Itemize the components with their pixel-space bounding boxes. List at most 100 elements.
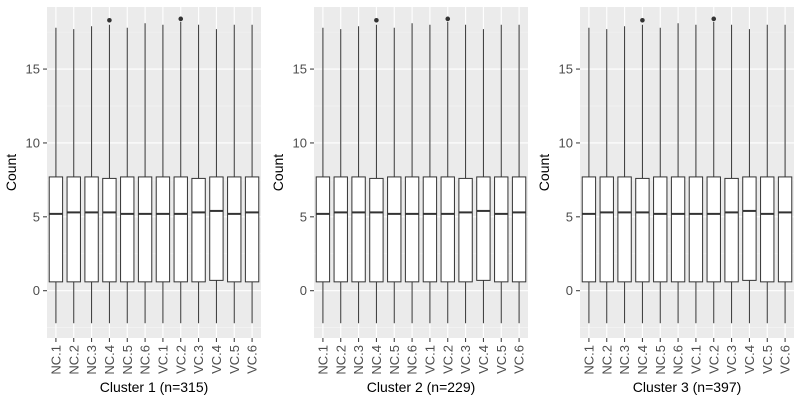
x-tick-label: NC.1 <box>581 345 596 375</box>
x-tick-label: VC.6 <box>778 345 793 374</box>
outlier-point <box>640 18 645 23</box>
box-iqr <box>316 177 329 282</box>
box-iqr <box>495 177 508 282</box>
x-tick-label: VC.2 <box>440 345 455 374</box>
x-tick-label: NC.3 <box>351 345 366 375</box>
x-tick-label: NC.2 <box>333 345 348 375</box>
x-tick-label: VC.4 <box>209 345 224 374</box>
box-iqr <box>689 177 702 282</box>
box-iqr <box>388 177 401 282</box>
box-iqr <box>512 177 525 282</box>
box-iqr <box>654 177 667 282</box>
x-tick-label: NC.2 <box>599 345 614 375</box>
outlier-point <box>374 18 379 23</box>
y-tick-label: 0 <box>566 283 573 298</box>
x-tick-label: VC.3 <box>191 345 206 374</box>
x-tick-label: VC.4 <box>742 345 757 374</box>
box-iqr <box>370 178 383 281</box>
y-tick-label: 15 <box>293 62 307 77</box>
y-axis-title: Count <box>270 154 286 191</box>
y-axis-title: Count <box>536 154 552 191</box>
x-tick-label: NC.5 <box>653 345 668 375</box>
x-tick-label: NC.6 <box>405 345 420 375</box>
x-tick-label: NC.3 <box>84 345 99 375</box>
x-axis-title: Cluster 1 (n=315) <box>100 379 209 395</box>
box-iqr <box>334 177 347 282</box>
x-tick-label: NC.1 <box>48 345 63 375</box>
x-tick-label: VC.6 <box>245 345 260 374</box>
box-iqr <box>743 177 756 280</box>
box-iqr <box>67 177 80 282</box>
x-tick-label: NC.1 <box>315 345 330 375</box>
panel-background <box>314 7 528 338</box>
y-tick-label: 15 <box>26 62 40 77</box>
box-iqr <box>582 177 595 282</box>
x-tick-label: NC.4 <box>102 345 117 375</box>
x-tick-label: NC.5 <box>387 345 402 375</box>
box-iqr <box>228 177 241 282</box>
y-tick-label: 10 <box>26 135 40 150</box>
y-tick-label: 5 <box>566 209 573 224</box>
box-iqr <box>405 177 418 282</box>
x-tick-label: VC.1 <box>422 345 437 374</box>
y-tick-label: 15 <box>559 62 573 77</box>
y-tick-label: 0 <box>300 283 307 298</box>
x-tick-label: NC.3 <box>617 345 632 375</box>
x-tick-label: VC.3 <box>724 345 739 374</box>
x-tick-label: VC.3 <box>458 345 473 374</box>
box-iqr <box>761 177 774 282</box>
x-tick-label: VC.2 <box>706 345 721 374</box>
panel-1: 051015NC.1 NC.2 NC.3 NC.4 NC.5 NC.6 VC.1 VC.2 VC… <box>3 7 261 395</box>
box-iqr <box>671 177 684 282</box>
y-tick-label: 5 <box>33 209 40 224</box>
box-iqr <box>707 177 720 282</box>
box-iqr <box>778 177 791 282</box>
box-iqr <box>636 178 649 281</box>
panel-background <box>580 7 794 338</box>
x-tick-label: VC.5 <box>760 345 775 374</box>
y-tick-label: 10 <box>293 135 307 150</box>
x-axis-title: Cluster 3 (n=397) <box>633 379 742 395</box>
box-iqr <box>49 177 62 282</box>
x-tick-label: NC.2 <box>66 345 81 375</box>
box-iqr <box>600 177 613 282</box>
box-iqr <box>85 177 98 282</box>
x-tick-label: VC.1 <box>155 345 170 374</box>
panel-background <box>47 7 261 338</box>
x-tick-label: VC.1 <box>688 345 703 374</box>
x-tick-label: VC.5 <box>494 345 509 374</box>
y-tick-label: 10 <box>559 135 573 150</box>
x-axis-title: Cluster 2 (n=229) <box>367 379 476 395</box>
outlier-point <box>445 17 450 22</box>
box-iqr <box>138 177 151 282</box>
box-iqr <box>352 177 365 282</box>
box-iqr <box>121 177 134 282</box>
x-tick-label: NC.6 <box>671 345 686 375</box>
outlier-point <box>107 18 112 23</box>
x-tick-label: VC.5 <box>227 345 242 374</box>
box-iqr <box>192 178 205 281</box>
x-tick-label: VC.4 <box>476 345 491 374</box>
box-iqr <box>725 178 738 281</box>
box-iqr <box>459 178 472 281</box>
box-iqr <box>618 177 631 282</box>
y-tick-label: 0 <box>33 283 40 298</box>
x-tick-label: NC.4 <box>369 345 384 375</box>
box-iqr <box>156 177 169 282</box>
box-iqr <box>103 178 116 281</box>
y-axis-title: Count <box>3 154 19 191</box>
box-iqr <box>423 177 436 282</box>
box-iqr <box>441 177 454 282</box>
x-tick-label: VC.2 <box>173 345 188 374</box>
outlier-point <box>178 17 183 22</box>
box-iqr <box>477 177 490 280</box>
y-tick-label: 5 <box>300 209 307 224</box>
outlier-point <box>711 17 716 22</box>
box-iqr <box>174 177 187 282</box>
x-tick-label: NC.6 <box>138 345 153 375</box>
x-tick-label: NC.5 <box>120 345 135 375</box>
